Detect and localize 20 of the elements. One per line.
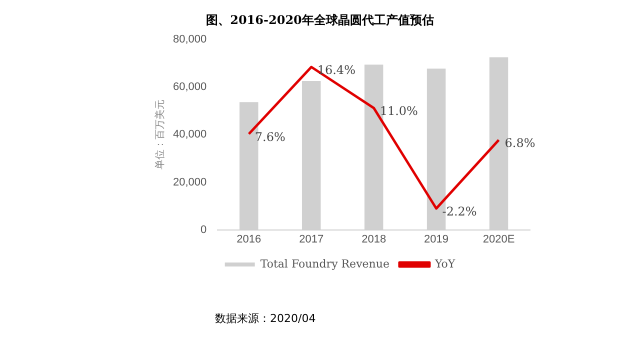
- x-tick-label: 2018: [362, 233, 386, 246]
- x-tick-label: 2016: [236, 233, 262, 246]
- data-label: 6.8%: [504, 136, 536, 150]
- y-axis-title: 单位：百万美元: [154, 100, 166, 170]
- y-tick-label: 60,000: [172, 81, 207, 94]
- y-tick-label: 0: [200, 224, 207, 236]
- data-label: 16.4%: [317, 63, 356, 78]
- data-label: -2.2%: [442, 204, 477, 219]
- x-tick-label: 2020E: [482, 233, 515, 246]
- chart-title: 图、2016-2020年全球晶圆代工产值预估: [205, 12, 435, 29]
- x-tick-label: 2019: [424, 233, 449, 246]
- y-tick-label: 40,000: [172, 128, 207, 141]
- data-label: 7.6%: [254, 130, 286, 144]
- legend-label: Total Foundry Revenue: [260, 257, 390, 270]
- legend-label: YoY: [434, 257, 456, 270]
- y-tick-label: 80,000: [172, 34, 207, 46]
- source-note: 数据来源：2020/04: [215, 312, 316, 326]
- y-tick-label: 20,000: [172, 176, 207, 188]
- x-tick-label: 2017: [299, 233, 324, 246]
- data-label: 11.0%: [380, 104, 418, 118]
